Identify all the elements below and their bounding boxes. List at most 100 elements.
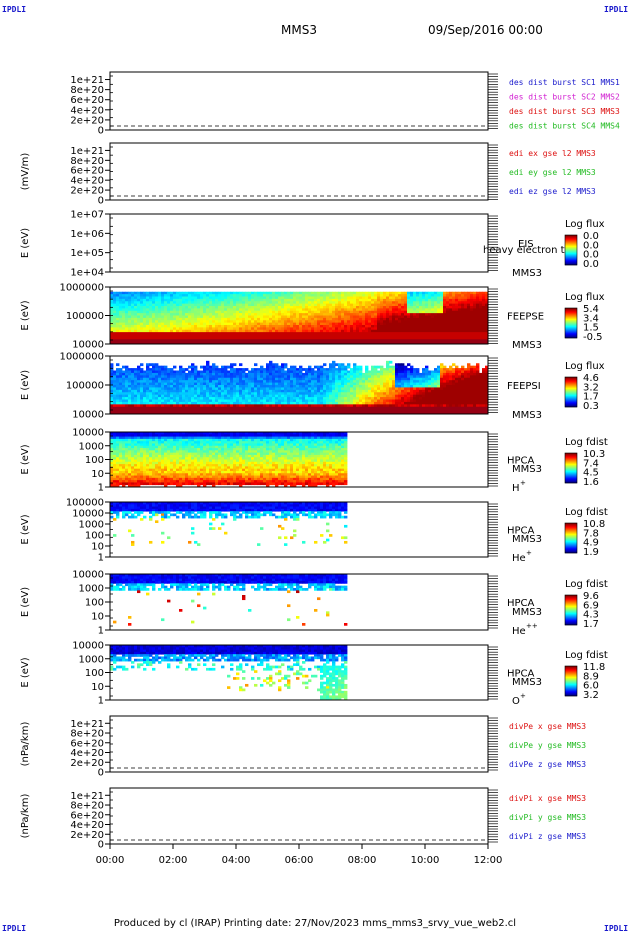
spectrogram-cell bbox=[398, 394, 402, 398]
spectrogram-cell bbox=[320, 303, 324, 307]
spectrogram-cell bbox=[362, 306, 366, 309]
spectrogram-cell bbox=[374, 397, 378, 400]
spectrogram-cell bbox=[266, 377, 270, 381]
spectrogram-cell bbox=[362, 382, 366, 386]
spectrogram-cell bbox=[353, 301, 357, 305]
spectrogram-cell bbox=[440, 313, 444, 316]
spectrogram-cell bbox=[170, 327, 174, 331]
spectrogram-cell bbox=[263, 380, 267, 383]
spectrogram-cell bbox=[374, 296, 378, 300]
spectrogram-cell bbox=[485, 313, 489, 316]
spectrogram-cell bbox=[260, 368, 264, 371]
spectrogram-cell bbox=[296, 291, 300, 295]
spectrogram-cell bbox=[332, 296, 336, 300]
spectrogram-cell bbox=[113, 377, 117, 381]
spectrogram-cell bbox=[149, 310, 153, 314]
spectrogram-cell bbox=[239, 332, 243, 335]
spectrogram-cell bbox=[164, 394, 168, 398]
spectrogram-cell bbox=[254, 404, 258, 408]
spectrogram-cell bbox=[452, 329, 456, 333]
spectrogram-cell bbox=[164, 375, 168, 379]
spectrogram-cell bbox=[338, 301, 342, 305]
spectrogram-cell bbox=[368, 399, 372, 403]
spectrogram-cell bbox=[344, 336, 348, 340]
spectrogram-cell bbox=[173, 409, 177, 412]
spectrogram-cell bbox=[461, 313, 465, 316]
spectrogram-cell bbox=[182, 334, 186, 338]
spectrogram-cell bbox=[473, 291, 477, 295]
spectrogram-cell bbox=[347, 310, 351, 314]
spectrogram-cell bbox=[365, 382, 369, 386]
spectrogram-cell bbox=[182, 385, 186, 388]
spectrogram-cell bbox=[227, 339, 231, 343]
spectrogram-cell bbox=[353, 317, 357, 321]
spectrogram-cell bbox=[323, 397, 327, 400]
spectrogram-cell bbox=[272, 313, 276, 316]
spectrogram-cell bbox=[314, 372, 318, 376]
spectrogram-cell bbox=[299, 389, 303, 393]
spectrogram-cell bbox=[203, 387, 207, 391]
spectrogram-cell bbox=[194, 409, 198, 412]
spectrogram-cell bbox=[242, 368, 246, 371]
spectrogram-cell bbox=[356, 375, 360, 379]
spectrogram-cell bbox=[434, 329, 438, 333]
spectrogram-cell bbox=[212, 394, 216, 398]
spectrogram-cell bbox=[350, 339, 354, 343]
spectrogram-cell bbox=[212, 308, 216, 312]
spectrogram-cell bbox=[272, 320, 276, 324]
spectrogram-cell bbox=[212, 377, 216, 381]
spectrogram-cell bbox=[440, 320, 444, 324]
spectrogram-cell bbox=[389, 399, 393, 403]
spectrogram-cell bbox=[188, 322, 192, 326]
spectrogram-cell bbox=[359, 313, 363, 316]
spectrogram-cell bbox=[164, 377, 168, 381]
spectrogram-cell bbox=[263, 315, 267, 319]
spectrogram-cell bbox=[119, 291, 123, 295]
spectrogram-cell bbox=[119, 404, 123, 408]
spectrogram-cell bbox=[131, 368, 135, 371]
spectrogram-cell bbox=[155, 301, 159, 305]
spectrogram-cell bbox=[122, 406, 126, 410]
spectrogram-cell bbox=[227, 329, 231, 333]
spectrogram-cell bbox=[374, 339, 378, 343]
spectrogram-cell bbox=[248, 339, 252, 343]
spectrogram-cell bbox=[416, 308, 420, 312]
spectrogram-cell bbox=[239, 325, 243, 328]
spectrogram-cell bbox=[356, 370, 360, 374]
spectrogram-cell bbox=[380, 310, 384, 314]
spectrogram-cell bbox=[311, 291, 315, 295]
spectrogram-cell bbox=[350, 332, 354, 335]
spectrogram-cell bbox=[188, 301, 192, 305]
spectrogram-cell bbox=[395, 406, 399, 410]
spectrogram-cell bbox=[347, 303, 351, 307]
spectrogram-cell bbox=[221, 394, 225, 398]
spectrogram-cell bbox=[200, 296, 204, 300]
colorbar-cell bbox=[565, 255, 577, 257]
spectrogram-cell bbox=[245, 377, 249, 381]
spectrogram-cell bbox=[329, 406, 333, 410]
spectrogram-cell bbox=[212, 389, 216, 393]
spectrogram-cell bbox=[476, 308, 480, 312]
spectrogram-cell bbox=[134, 377, 138, 381]
spectrogram-cell bbox=[182, 310, 186, 314]
spectrogram-cell bbox=[185, 325, 189, 328]
spectrogram-cell bbox=[221, 389, 225, 393]
spectrogram-cell bbox=[230, 336, 234, 340]
spectrogram-cell bbox=[146, 310, 150, 314]
spectrogram-cell bbox=[188, 370, 192, 374]
spectrogram-cell bbox=[311, 313, 315, 316]
spectrogram-cell bbox=[365, 325, 369, 328]
spectrogram-cell bbox=[371, 380, 375, 383]
spectrogram-cell bbox=[245, 375, 249, 379]
spectrogram-cell bbox=[317, 406, 321, 410]
spectrogram-cell bbox=[134, 339, 138, 343]
spectrogram-cell bbox=[119, 329, 123, 333]
spectrogram-cell bbox=[401, 385, 405, 388]
spectrogram-cell bbox=[191, 404, 195, 408]
spectrogram-cell bbox=[227, 322, 231, 326]
spectrogram-cell bbox=[389, 406, 393, 410]
spectrogram-cell bbox=[263, 294, 267, 297]
spectrogram-cell bbox=[254, 406, 258, 410]
spectrogram-cell bbox=[362, 308, 366, 312]
spectrogram-cell bbox=[134, 303, 138, 307]
